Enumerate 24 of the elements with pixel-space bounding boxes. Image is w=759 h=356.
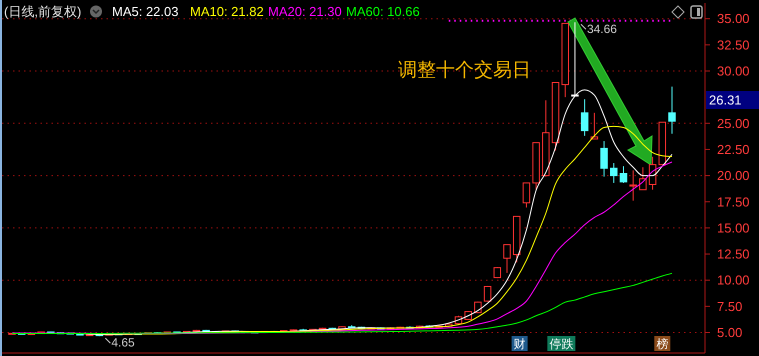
text: 26.31 [709, 92, 742, 108]
text: MA60: 10.66 [346, 4, 420, 19]
y-tick-label: 7.50 [717, 298, 742, 314]
y-tick-label: 30.00 [717, 64, 750, 79]
y-tick-label: 5.00 [717, 325, 742, 340]
annotation: 财 [514, 337, 526, 351]
text: MA5: 22.03 [112, 4, 178, 19]
annotation: 4.65 [111, 335, 136, 350]
annotation: 调整十个交易日 [398, 59, 531, 81]
y-tick-label: 20.00 [717, 168, 750, 184]
y-tick-label: 15.00 [717, 220, 750, 236]
y-tick-label: 35.00 [717, 11, 750, 26]
y-tick-label: 17.50 [717, 194, 750, 210]
chart-title: (日线,前复权) [4, 4, 82, 19]
y-tick-label: 25.00 [717, 116, 750, 131]
y-tick-label: 12.50 [717, 246, 750, 262]
text: MA10: 21.82 [190, 4, 264, 19]
y-tick-label: 32.50 [717, 37, 750, 52]
annotation: 停跌 [549, 337, 574, 351]
annotation: 34.66 [586, 22, 618, 36]
annotation: 榜 [656, 337, 668, 351]
text: MA20: 21.30 [268, 4, 342, 19]
y-tick-label: 22.50 [717, 142, 750, 157]
y-tick-label: 10.00 [717, 272, 750, 288]
